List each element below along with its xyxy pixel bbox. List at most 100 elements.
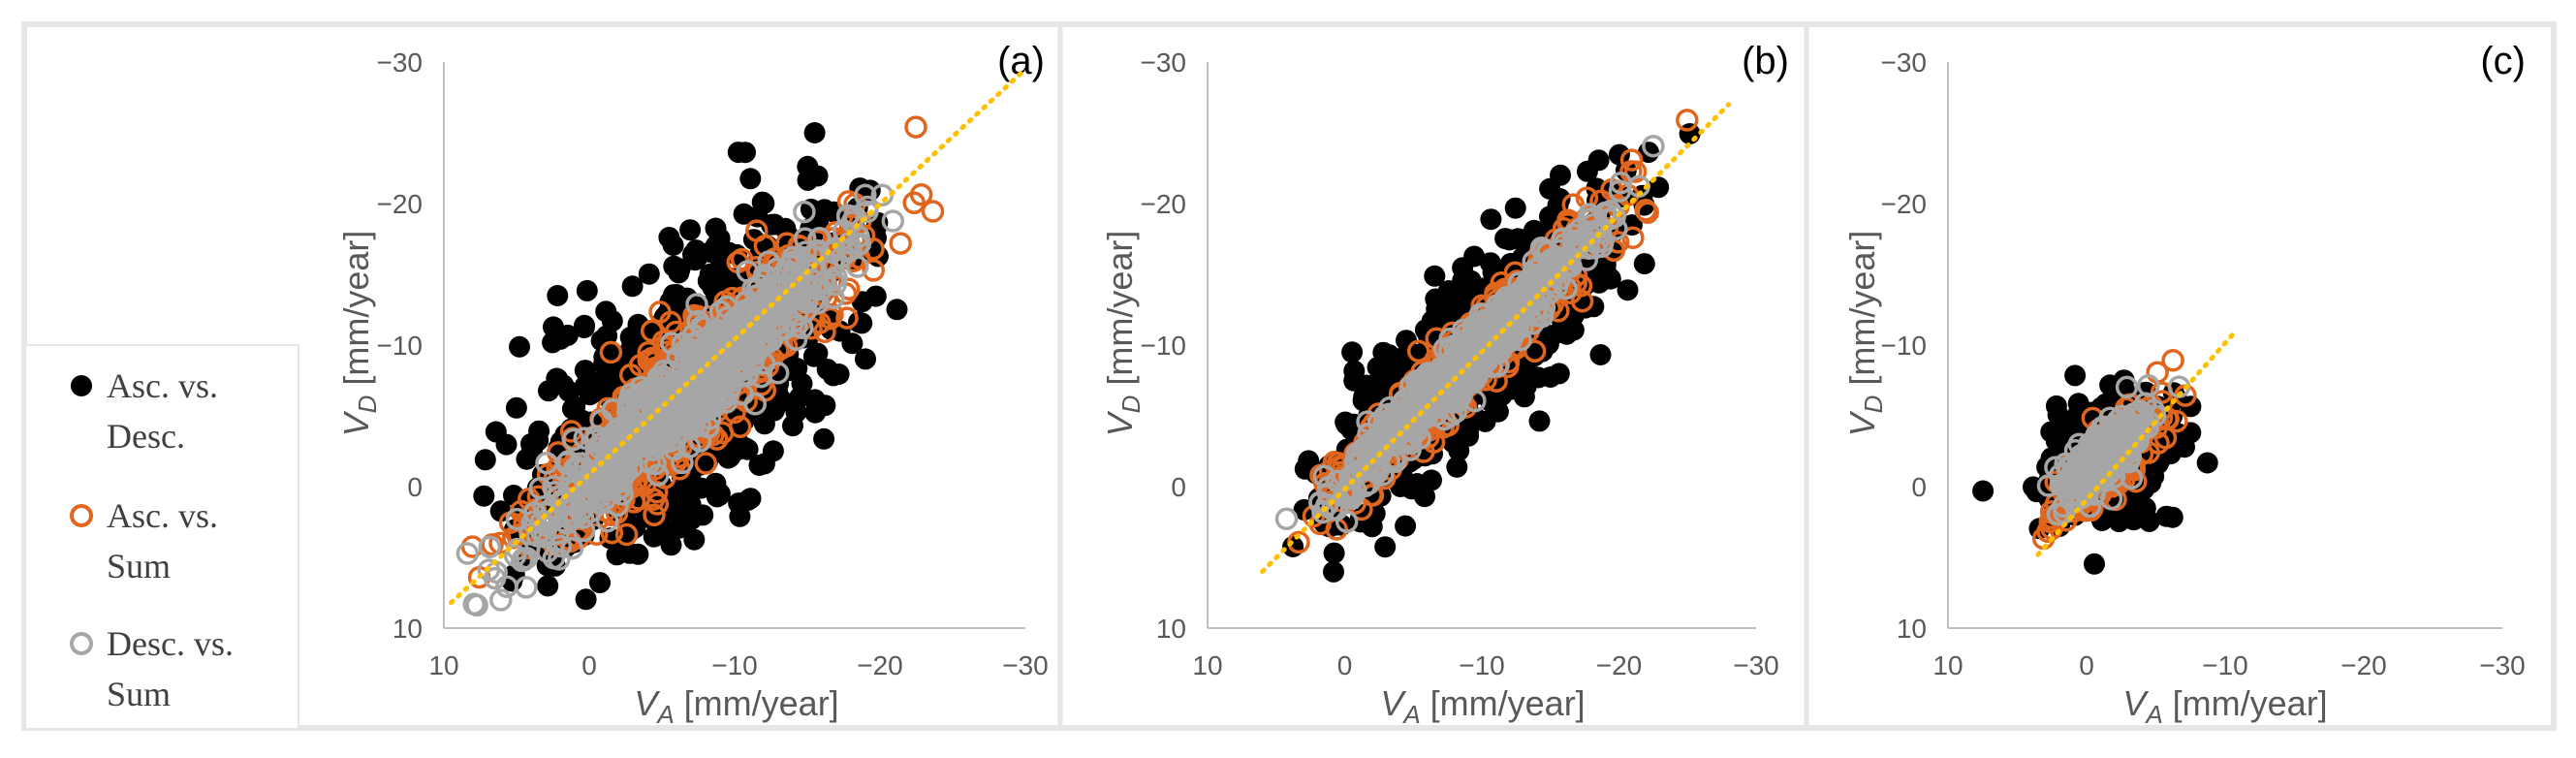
data-point xyxy=(1633,253,1655,275)
data-point xyxy=(835,306,859,330)
legend-marker-filled-circle xyxy=(71,375,92,396)
data-point xyxy=(637,348,660,372)
data-point xyxy=(571,409,593,431)
x-tick-label: −20 xyxy=(857,650,903,680)
data-point xyxy=(628,429,652,454)
data-point xyxy=(2196,452,2218,474)
legend-label-line2: Desc. xyxy=(107,417,185,456)
y-tick-label: 10 xyxy=(1156,614,1186,644)
data-point xyxy=(902,191,926,215)
data-point xyxy=(1530,340,1553,363)
legend-box xyxy=(24,344,299,730)
data-point xyxy=(589,572,611,594)
data-point xyxy=(636,430,660,454)
data-point xyxy=(648,300,672,324)
data-point xyxy=(608,449,632,473)
y-tick-label: 10 xyxy=(1897,614,1927,644)
data-point xyxy=(666,345,689,369)
legend-label-line1: Desc. vs. xyxy=(107,624,234,663)
data-point xyxy=(601,310,623,332)
data-point xyxy=(575,588,597,611)
y-tick-label: −30 xyxy=(377,47,424,78)
data-point xyxy=(1372,341,1395,363)
data-point xyxy=(662,235,684,256)
data-point xyxy=(621,275,644,298)
data-point xyxy=(685,293,708,316)
data-point xyxy=(781,250,804,274)
data-point xyxy=(576,279,598,301)
data-point xyxy=(854,183,877,207)
data-point xyxy=(856,200,879,224)
data-point xyxy=(560,536,584,560)
data-point xyxy=(683,528,706,551)
data-point xyxy=(748,334,772,359)
data-point xyxy=(705,217,727,239)
legend-label-line1: Asc. vs. xyxy=(107,366,218,405)
data-point xyxy=(540,496,564,521)
legend-item-asc-sum: Asc. vs. Sum xyxy=(70,496,218,585)
data-point xyxy=(1679,123,1701,144)
data-point xyxy=(724,311,747,335)
data-point xyxy=(1527,366,1550,389)
data-point xyxy=(803,389,826,411)
data-point xyxy=(663,407,687,430)
data-point xyxy=(700,241,722,264)
data-point xyxy=(679,482,702,504)
data-point xyxy=(822,364,844,387)
y-tick-label: −30 xyxy=(1141,47,1187,78)
data-point xyxy=(710,421,735,445)
data-point xyxy=(813,427,835,450)
data-point xyxy=(694,452,718,475)
data-point xyxy=(785,401,807,424)
data-point xyxy=(822,286,845,309)
data-point xyxy=(921,200,945,223)
legend-label-line2: Sum xyxy=(107,547,171,585)
panel-label: (b) xyxy=(1742,40,1789,82)
data-point xyxy=(1395,515,1417,537)
data-point xyxy=(1414,486,1435,508)
data-point xyxy=(803,277,828,300)
data-point xyxy=(1464,407,1487,429)
data-point xyxy=(485,421,507,443)
data-point xyxy=(679,219,702,241)
y-axis-label: VD [mm/year] xyxy=(336,231,382,437)
x-axis-label: VA [mm/year] xyxy=(634,683,838,729)
data-point xyxy=(1504,197,1526,219)
data-point xyxy=(743,393,768,416)
data-point xyxy=(525,524,550,548)
data-point xyxy=(548,548,571,571)
data-point xyxy=(1619,148,1644,172)
series-desc-sum xyxy=(456,183,905,617)
data-point xyxy=(753,413,775,435)
x-tick-label: 10 xyxy=(1192,650,1222,680)
x-tick-label: 10 xyxy=(1932,650,1963,680)
legend-item-desc-sum: Desc. vs. Sum xyxy=(70,624,234,713)
data-point xyxy=(736,260,760,283)
data-point xyxy=(676,287,698,309)
data-point xyxy=(904,115,927,139)
x-tick-label: 0 xyxy=(581,650,597,680)
data-point xyxy=(2064,364,2087,387)
data-point xyxy=(573,317,595,338)
y-tick-label: −20 xyxy=(1881,189,1928,219)
y-axis-label: VD [mm/year] xyxy=(1842,231,1888,437)
data-point xyxy=(1421,469,1442,491)
data-point xyxy=(1642,134,1665,158)
data-point xyxy=(1341,341,1364,363)
y-tick-label: 0 xyxy=(1171,472,1186,502)
data-point xyxy=(697,415,720,439)
data-point xyxy=(668,517,690,539)
data-point xyxy=(543,316,564,338)
data-point xyxy=(549,534,573,558)
trend-line xyxy=(1260,102,1732,575)
data-point xyxy=(634,379,657,403)
data-point xyxy=(1617,279,1639,301)
data-point xyxy=(537,575,559,597)
data-point xyxy=(515,576,538,599)
data-point xyxy=(606,544,628,566)
x-axis-label: VA [mm/year] xyxy=(2122,683,2327,729)
data-point xyxy=(536,540,559,563)
data-point xyxy=(547,285,569,306)
x-tick-label: −30 xyxy=(1733,650,1779,680)
data-point xyxy=(1343,360,1366,382)
